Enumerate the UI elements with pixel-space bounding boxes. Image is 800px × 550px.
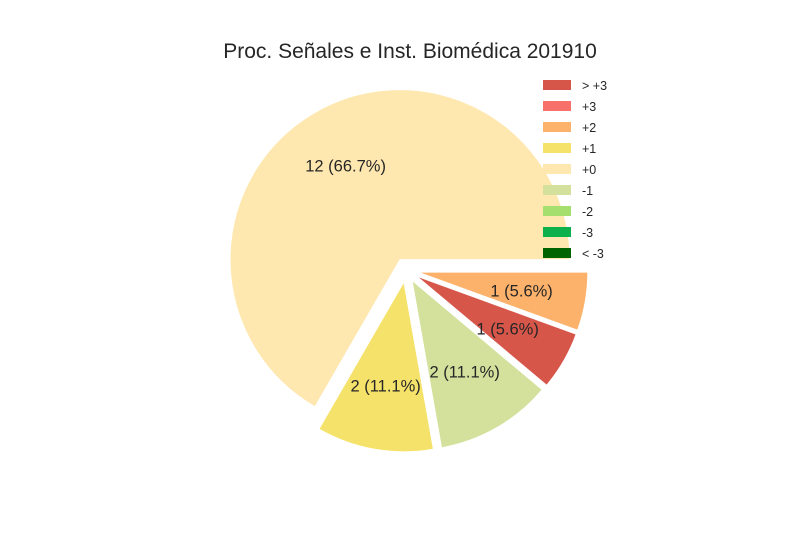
legend-label: > +3 xyxy=(582,79,607,93)
legend-label: -2 xyxy=(582,205,593,219)
pie-slice-3 xyxy=(416,275,577,386)
legend-swatch xyxy=(543,122,571,132)
pie-slices xyxy=(229,89,589,453)
legend-swatch xyxy=(543,143,571,153)
legend-swatch xyxy=(543,185,571,195)
legend-label: +3 xyxy=(582,100,596,114)
slice-label-3: 1 (5.6%) xyxy=(476,321,538,339)
pie-slice-1 xyxy=(411,279,543,449)
legend-swatch xyxy=(543,101,571,111)
legend-swatch xyxy=(543,206,571,216)
legend: > +3 +3 +2 +1 +0 -1 -2 -3 < -3 xyxy=(543,79,607,261)
legend-swatch xyxy=(543,248,571,258)
legend-label: +2 xyxy=(582,121,596,135)
slice-labels: 1 (5.6%) 1 (5.6%) 2 (11.1%) 2 (11.1%) 12 (66… xyxy=(305,157,553,395)
slice-label-1: 2 (11.1%) xyxy=(430,364,500,382)
slice-label-0: 12 (66.7%) xyxy=(305,157,386,175)
legend-swatch xyxy=(543,227,571,237)
legend-label: < -3 xyxy=(582,247,604,261)
legend-label: +1 xyxy=(582,142,596,156)
legend-swatch xyxy=(543,80,571,90)
slice-label-2: 1 (5.6%) xyxy=(490,282,552,300)
pie-slice-1 xyxy=(318,280,435,453)
legend-swatch xyxy=(543,164,571,174)
legend-label: +0 xyxy=(582,163,596,177)
pie-slice-0 xyxy=(229,89,571,408)
chart-title: Proc. Señales e Inst. Biomédica 201910 xyxy=(223,40,597,63)
slice-label-1: 2 (11.1%) xyxy=(350,378,420,396)
legend-label: -3 xyxy=(582,226,593,240)
legend-label: -1 xyxy=(582,184,593,198)
pie-slice-2 xyxy=(417,271,589,331)
